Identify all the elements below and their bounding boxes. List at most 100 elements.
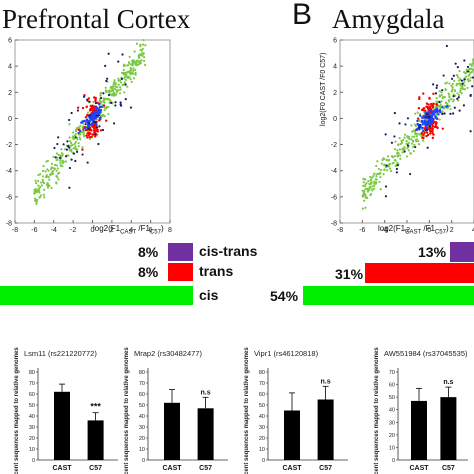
- pfc-point-outlier: [95, 114, 99, 117]
- amy-point-cis-trans: [432, 118, 435, 121]
- pfc-point-cis: [74, 140, 77, 144]
- pfc-point-outlier: [68, 186, 71, 189]
- pfc-point-trans: [94, 98, 97, 101]
- amy-point-cis: [369, 176, 373, 179]
- pfc-point-cis-trans: [89, 118, 92, 121]
- pfc-bar-cis: [0, 286, 193, 305]
- amy-point-cis: [377, 167, 381, 171]
- amy-point-cis: [444, 101, 448, 104]
- pfc-point-cis: [43, 196, 46, 199]
- pfc-point-cis: [34, 182, 38, 185]
- bar-ytick-label: 40: [139, 414, 145, 420]
- pfc-point-trans: [89, 107, 92, 111]
- pfc-point-cis: [81, 130, 84, 134]
- amy-point-outlier: [456, 66, 459, 69]
- amy-point-cis: [397, 143, 400, 147]
- amy-xtick-label: 0: [427, 227, 431, 234]
- pfc-point-cis: [69, 140, 72, 143]
- pfc-point-cis: [46, 186, 50, 189]
- pfc-point-cis: [42, 164, 45, 168]
- amy-point-outlier: [452, 112, 455, 115]
- amy-point-cis: [414, 133, 417, 136]
- prefrontal-scatter-chart: -8 -6 -4 -2 0 2 4 6 8 -8 -6 -4 -2 0 2 4 6 -8 -6 -4 -2 0 2 4 -8 -6…: [6, 38, 474, 234]
- amy-point-trans: [428, 132, 432, 135]
- pfc-point-outlier: [104, 64, 107, 67]
- amy-point-cis: [415, 134, 418, 138]
- amy-point-cis: [448, 95, 451, 98]
- pfc-point-cis: [61, 153, 64, 156]
- pfc-point-cis: [134, 73, 137, 76]
- amy-point-trans: [427, 103, 430, 106]
- amy-point-trans: [422, 106, 426, 110]
- amygdala-bar-cis-trans: [450, 242, 474, 262]
- pfc-point-cis: [50, 171, 54, 174]
- pfc-point-outlier: [56, 142, 59, 146]
- pfc-point-cis: [132, 69, 135, 72]
- amy-point-trans: [425, 131, 429, 134]
- pfc-point-cis: [132, 67, 135, 70]
- pfc-point-cis: [123, 64, 127, 67]
- pfc-point-trans: [99, 129, 103, 132]
- amy-point-cis: [414, 112, 417, 115]
- pfc-point-cis-trans: [95, 123, 98, 126]
- pfc-point-cis: [128, 76, 131, 79]
- bar-ytick-label: 10: [389, 445, 395, 451]
- amy-point-cis: [382, 173, 385, 176]
- pfc-point-trans: [102, 104, 106, 107]
- amy-point-cis: [381, 158, 384, 162]
- pfc-point-cis: [138, 62, 141, 65]
- pfc-point-cis: [81, 126, 84, 129]
- amy-point-cis: [453, 79, 456, 82]
- pfc-point-cis: [105, 105, 108, 109]
- amy-point-cis: [373, 184, 376, 187]
- amy-point-outlier: [419, 123, 422, 127]
- amy-point-cis: [370, 178, 373, 181]
- amy-point-cis: [415, 140, 418, 143]
- amy-point-outlier: [456, 97, 459, 100]
- amy-point-cis-trans: [435, 107, 439, 111]
- pfc-point-cis: [104, 86, 107, 89]
- pfc-point-outlier: [75, 150, 79, 153]
- pfc-point-outlier: [74, 136, 77, 139]
- amy-point-outlier: [471, 76, 474, 79]
- amy-point-cis: [434, 105, 437, 108]
- pfc-point-cis-trans: [93, 110, 97, 113]
- amy-point-trans: [432, 92, 435, 96]
- pfc-xtick-label: -2: [70, 227, 76, 234]
- amy-point-trans: [418, 97, 421, 101]
- amy-point-outlier: [445, 44, 448, 48]
- amy-point-cis: [412, 140, 415, 143]
- amy-point-outlier: [393, 111, 396, 115]
- amy-point-cis: [413, 135, 416, 138]
- amy-point-cis: [362, 184, 365, 187]
- pfc-point-outlier: [96, 126, 99, 129]
- amy-point-cis: [362, 192, 365, 195]
- amy-point-cis: [414, 125, 418, 128]
- amy-point-cis: [412, 150, 415, 153]
- pfc-point-cis: [43, 188, 46, 191]
- pfc-point-trans: [85, 105, 89, 108]
- amy-point-cis-trans: [425, 126, 428, 130]
- pfc-point-cis: [131, 59, 134, 62]
- amy-point-trans: [430, 127, 434, 130]
- bar-ytick-label: 0: [32, 458, 35, 464]
- pfc-ytick-label: -2: [6, 142, 12, 149]
- amy-point-cis: [399, 157, 402, 160]
- pfc-point-trans: [76, 106, 80, 109]
- bar-cast: [284, 410, 300, 460]
- pfc-point-cis: [121, 71, 124, 74]
- amy-point-cis: [378, 180, 381, 184]
- pfc-point-cis: [114, 83, 118, 86]
- pfc-xtick-label: 2: [110, 227, 114, 234]
- pfc-point-cis: [139, 43, 142, 46]
- pfc-point-cis: [56, 156, 59, 159]
- amy-point-cis: [456, 92, 459, 95]
- pfc-point-cis: [37, 173, 40, 177]
- amy-point-cis: [375, 173, 378, 176]
- pfc-point-outlier: [68, 146, 71, 149]
- bar-ytick-label: 20: [139, 436, 145, 442]
- pfc-point-cis: [124, 73, 127, 76]
- pfc-point-cis-trans: [83, 126, 86, 130]
- bar-ytick-label: 80: [139, 370, 145, 376]
- pfc-point-cis: [42, 193, 45, 196]
